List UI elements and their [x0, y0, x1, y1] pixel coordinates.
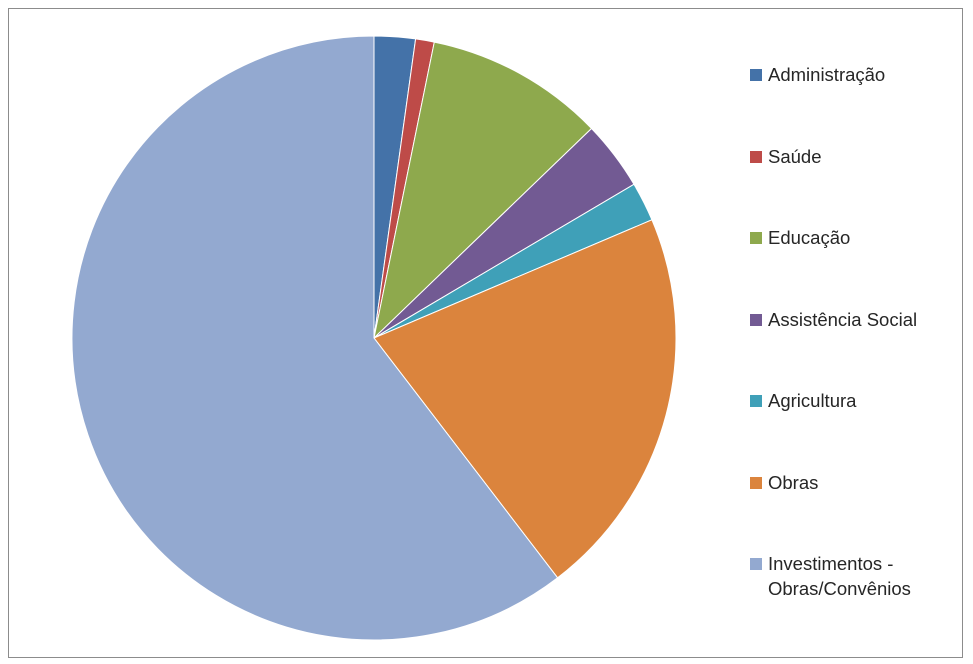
pie-slice-6: [71, 35, 559, 641]
legend-item-2: Educação: [750, 225, 964, 250]
legend-item-4: Agricultura: [750, 388, 964, 413]
legend-swatch: [750, 395, 762, 407]
legend-swatch: [750, 232, 762, 244]
legend-label: Educação: [768, 227, 851, 248]
legend-label: Assistência Social: [768, 308, 918, 330]
pie-slice-5: [373, 219, 677, 579]
legend-label: Agricultura: [768, 390, 857, 411]
legend-label: Investimentos - Obras/Convênios: [768, 553, 911, 599]
legend-swatch: [750, 150, 762, 163]
legend-item-1: Saúde: [750, 144, 964, 169]
legend-label: Administração: [768, 64, 886, 85]
legend-swatch: [750, 313, 762, 326]
legend-item-3: Assistência Social: [750, 307, 964, 332]
legend-swatch: [750, 558, 762, 570]
legend-label: Saúde: [768, 145, 822, 167]
legend-label: Obras: [768, 471, 819, 493]
legend-item-5: Obras: [750, 470, 964, 495]
legend-swatch: [750, 69, 762, 81]
legend-swatch: [750, 476, 762, 489]
legend-item-6: Investimentos - Obras/Convênios: [750, 551, 964, 601]
pie-slice-2: [373, 41, 593, 340]
legend-item-0: Administração: [750, 62, 964, 87]
